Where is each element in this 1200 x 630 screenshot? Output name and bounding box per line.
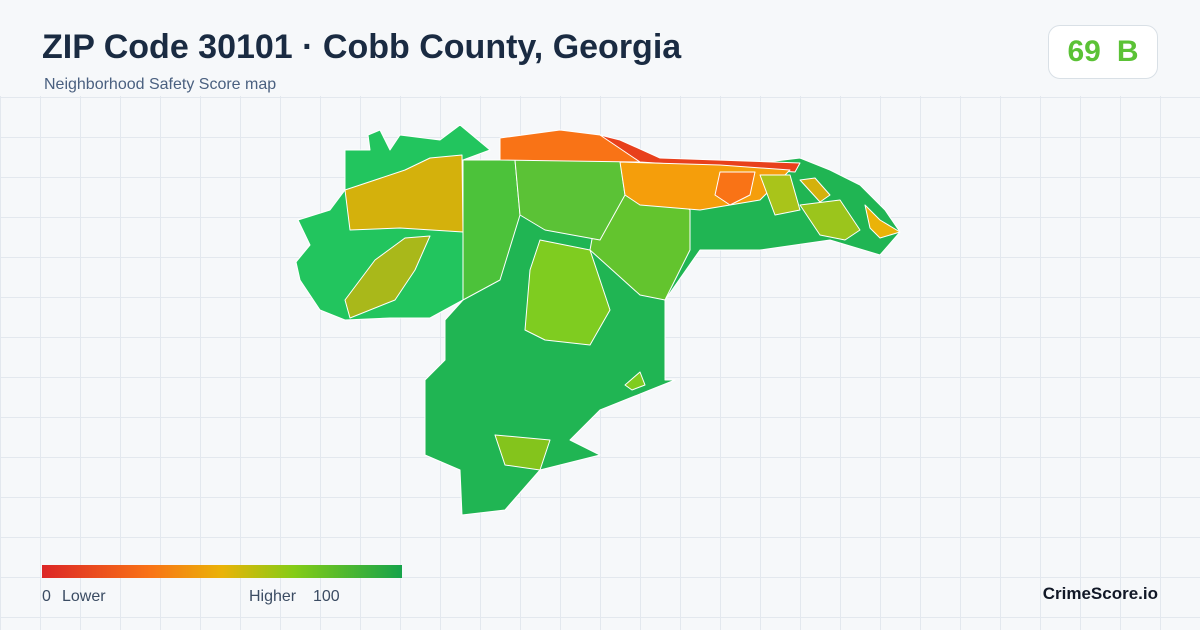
legend-max-label: Higher xyxy=(249,588,297,605)
legend-min: 0 xyxy=(42,588,51,605)
title: ZIP Code 30101 · Cobb County, Georgia xyxy=(42,28,682,66)
legend-max: 100 xyxy=(313,588,340,605)
brand: CrimeScore.io xyxy=(1042,584,1158,603)
region xyxy=(599,134,801,173)
region xyxy=(524,239,611,346)
score-badge: 69 B xyxy=(1048,25,1158,79)
region xyxy=(494,434,551,471)
region xyxy=(799,177,831,203)
score-grade: B xyxy=(1116,35,1139,68)
region xyxy=(714,171,756,206)
legend-min-label: Lower xyxy=(62,588,106,605)
region xyxy=(799,199,861,241)
region xyxy=(624,371,646,391)
legend-gradient xyxy=(42,565,402,578)
subtitle: Neighborhood Safety Score map xyxy=(44,76,277,93)
region xyxy=(864,204,901,239)
region xyxy=(344,235,431,319)
score-value: 69 xyxy=(1067,35,1101,68)
region xyxy=(759,174,801,216)
header: ZIP Code 30101 · Cobb County, Georgia Ne… xyxy=(0,0,1200,96)
